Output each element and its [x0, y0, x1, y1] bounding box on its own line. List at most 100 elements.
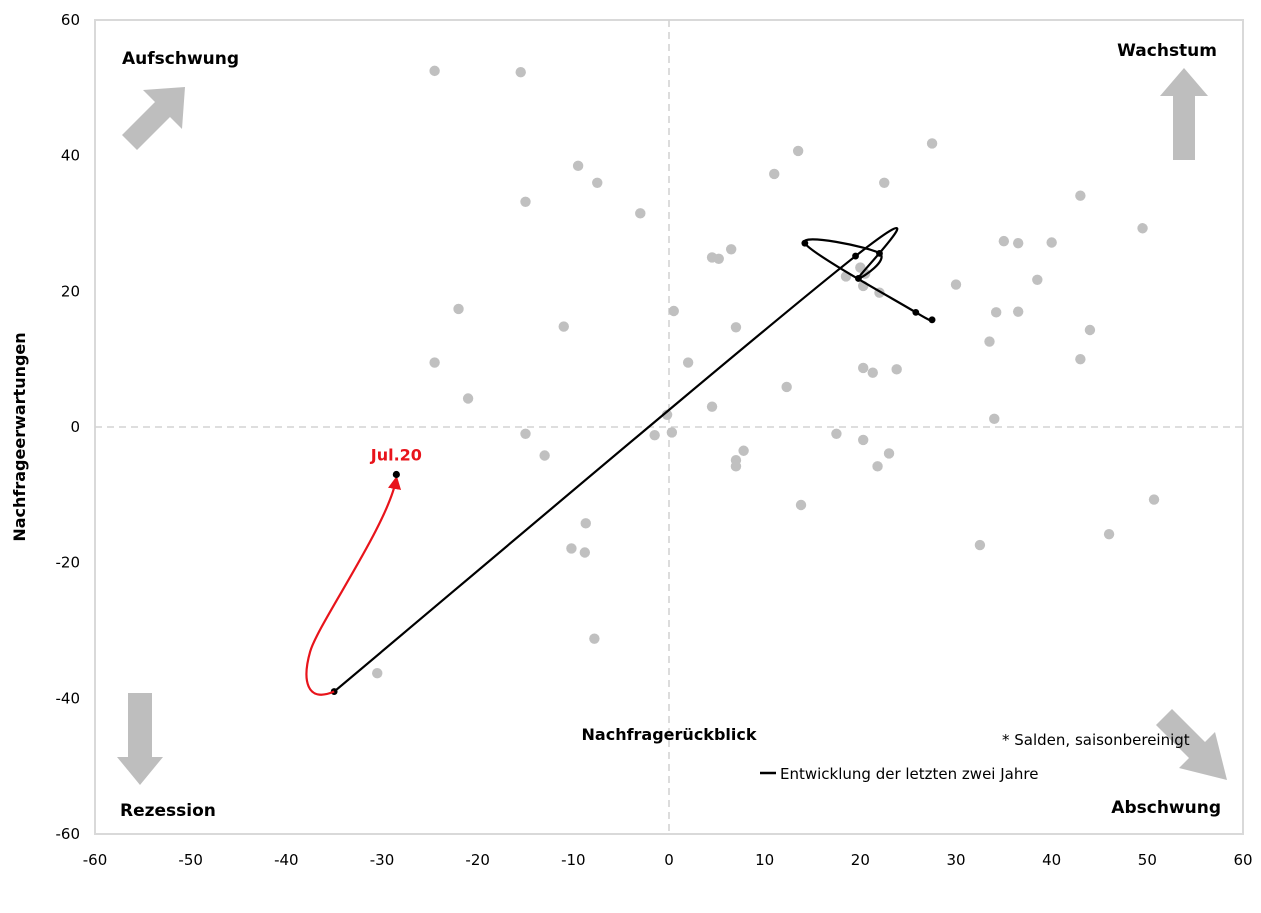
x-axis-ticks: -60 -50 -40 -30 -20 -10 0 10 20 30 40 50 60	[83, 851, 1253, 869]
history-point	[795, 499, 807, 511]
history-point	[730, 322, 742, 333]
history-point	[635, 208, 646, 219]
up-right-arrow-icon	[122, 87, 185, 150]
history-point	[666, 427, 678, 438]
history-point	[867, 367, 878, 378]
history-point	[572, 160, 584, 172]
history-point	[883, 448, 895, 459]
x-tick-label: 40	[1042, 851, 1061, 869]
x-tick-label: 50	[1138, 851, 1157, 869]
history-point	[580, 518, 591, 529]
history-point	[831, 428, 842, 439]
history-point	[926, 138, 938, 149]
history-point	[649, 429, 660, 441]
history-point	[668, 305, 679, 317]
history-point	[706, 401, 718, 412]
history-point	[1075, 353, 1086, 365]
history-point	[974, 539, 986, 551]
history-point	[858, 434, 869, 446]
y-axis-ticks: -60 -40 -20 0 20 40 60	[56, 11, 81, 843]
x-tick-label: 0	[664, 851, 674, 869]
history-point	[1046, 237, 1057, 248]
y-axis-title: Nachfrageerwartungen	[10, 332, 29, 541]
y-tick-label: -60	[56, 825, 81, 843]
x-tick-label: -30	[370, 851, 395, 869]
history-point	[725, 244, 737, 255]
x-tick-label: -10	[561, 851, 586, 869]
history-point	[1148, 494, 1160, 505]
history-point	[713, 253, 724, 264]
history-point	[1075, 190, 1086, 201]
history-point	[730, 461, 742, 472]
history-point	[520, 196, 531, 207]
legend-label: Entwicklung der letzten zwei Jahre	[780, 765, 1038, 783]
history-point	[429, 357, 440, 368]
quadrant-label-top-left: Aufschwung	[122, 49, 239, 69]
history-point	[738, 445, 749, 456]
x-tick-label: 60	[1233, 851, 1252, 869]
x-tick-label: -20	[465, 851, 490, 869]
x-tick-label: 10	[755, 851, 774, 869]
quadrant-label-top-right: Wachstum	[1117, 41, 1217, 61]
x-tick-label: 30	[946, 851, 965, 869]
path-point	[855, 275, 862, 282]
history-point	[589, 633, 600, 644]
history-point	[1012, 306, 1024, 317]
history-point	[682, 357, 694, 368]
history-point	[372, 668, 383, 679]
quadrant-label-bottom-left: Rezession	[120, 801, 216, 821]
history-point	[1084, 324, 1096, 336]
history-point	[950, 279, 962, 290]
x-tick-label: -60	[83, 851, 108, 869]
path-point	[912, 308, 920, 316]
latest-move-line	[305, 475, 402, 696]
latest-point-label: Jul.20	[370, 445, 422, 464]
history-point	[1032, 274, 1043, 286]
history-point	[891, 364, 902, 375]
path-point	[928, 316, 936, 324]
history-point	[984, 336, 995, 347]
footnote: * Salden, saisonbereinigt	[1002, 731, 1190, 749]
path-point	[876, 249, 883, 257]
y-tick-label: -40	[56, 689, 81, 707]
history-point	[558, 321, 569, 332]
history-point	[539, 450, 550, 461]
quadrant-label-bottom-right: Abschwung	[1111, 798, 1221, 818]
history-point	[1137, 223, 1148, 234]
history-point	[661, 409, 673, 420]
y-tick-label: -20	[56, 554, 81, 572]
path-point	[801, 239, 809, 247]
y-tick-label: 20	[61, 282, 80, 300]
history-points	[372, 65, 1160, 679]
history-point	[1103, 528, 1115, 540]
history-point	[1012, 237, 1024, 249]
path-point	[852, 252, 859, 260]
history-point	[879, 177, 890, 188]
down-right-arrow-icon	[1156, 709, 1227, 780]
history-point	[769, 168, 780, 180]
y-tick-label: 60	[61, 11, 80, 29]
x-axis-title: Nachfragerückblick	[582, 725, 757, 744]
x-tick-label: -40	[274, 851, 299, 869]
x-tick-label: -50	[178, 851, 203, 869]
history-point	[566, 543, 577, 554]
history-point	[453, 303, 464, 315]
history-point	[858, 362, 869, 374]
down-arrow-icon	[117, 693, 163, 785]
history-point	[520, 428, 531, 439]
history-point	[792, 145, 804, 157]
two-year-path: Jul.20	[305, 227, 936, 696]
history-point	[579, 547, 591, 558]
y-tick-label: 40	[61, 147, 80, 165]
up-arrow-icon	[1160, 68, 1208, 160]
history-point	[592, 177, 603, 188]
history-point	[781, 381, 792, 393]
x-tick-label: 20	[851, 851, 870, 869]
history-point	[989, 413, 1000, 425]
y-tick-label: 0	[70, 418, 80, 436]
history-point	[429, 65, 440, 77]
history-point	[998, 235, 1010, 247]
history-point	[990, 307, 1002, 318]
latest-point	[392, 470, 400, 479]
